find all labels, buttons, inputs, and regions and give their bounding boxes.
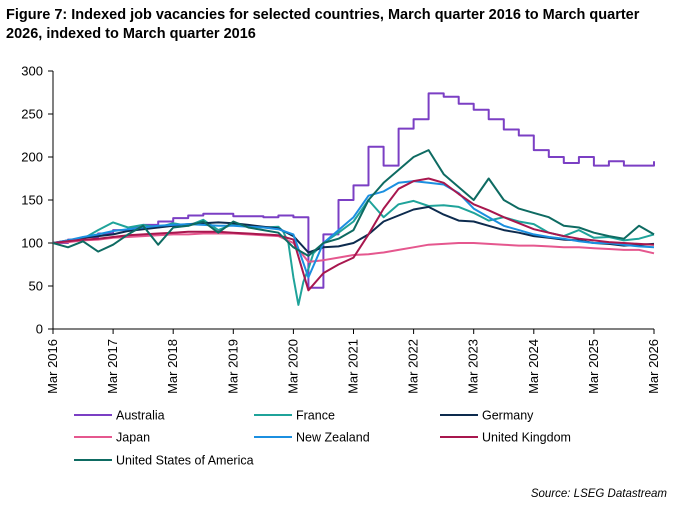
x-tick-label: Mar 2019 (225, 339, 240, 394)
x-tick-label: Mar 2016 (45, 339, 60, 394)
series-line-new-zealand (52, 180, 655, 279)
series-line-united-states-of-america (52, 149, 655, 257)
chart-title: Figure 7: Indexed job vacancies for sele… (6, 7, 640, 42)
series-line-australia (53, 92, 655, 289)
y-tick-label: 0 (36, 322, 43, 337)
x-tick-label: Mar 2024 (526, 339, 541, 394)
x-tick-label: Mar 2020 (285, 339, 300, 394)
y-tick-label: 300 (21, 64, 43, 79)
y-tick-label: 200 (21, 150, 43, 165)
x-tick-label: Mar 2026 (646, 339, 661, 394)
x-tick-label: Mar 2018 (165, 339, 180, 394)
legend-label-new-zealand: New Zealand (296, 431, 370, 445)
legend-label-france: France (296, 409, 335, 423)
x-tick-label: Mar 2025 (586, 339, 601, 394)
y-tick-label: 50 (29, 279, 43, 294)
source-note: Source: LSEG Datastream (530, 488, 667, 500)
x-tick-label: Mar 2017 (105, 339, 120, 394)
legend-label-germany: Germany (482, 409, 534, 423)
legend-label-united-kingdom: United Kingdom (482, 431, 571, 445)
x-tick-label: Mar 2022 (406, 339, 421, 394)
series-lines (52, 92, 655, 306)
series-line-united-kingdom (52, 177, 655, 292)
legend-label-japan: Japan (116, 431, 150, 445)
legend-label-united-states-of-america: United States of America (116, 454, 254, 468)
series-line-japan (52, 232, 655, 263)
legend: Australia France Germany Japan New Zealand Un… (74, 409, 571, 468)
x-tick-label: Mar 2023 (466, 339, 481, 394)
chart-axes: 0 50 100 150 200 250 300 Mar 2016 Mar 2017 Mar 20… (21, 64, 661, 394)
y-tick-label: 150 (21, 193, 43, 208)
y-tick-label: 100 (21, 236, 43, 251)
x-tick-label: Mar 2021 (346, 339, 361, 394)
legend-label-australia: Australia (116, 409, 165, 423)
y-tick-label: 250 (21, 107, 43, 122)
